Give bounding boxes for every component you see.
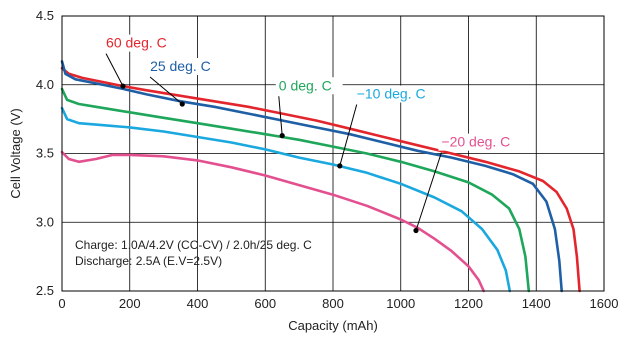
x-tick-label: 0 bbox=[58, 296, 65, 311]
y-tick-label: 3.5 bbox=[36, 146, 54, 161]
callout-label-bg bbox=[438, 133, 521, 151]
callout-leader-line bbox=[278, 96, 283, 136]
y-axis-title: Cell Voltage (V) bbox=[8, 108, 23, 198]
series-line-25-deg-c bbox=[60, 60, 564, 293]
callout-label-bg bbox=[353, 85, 436, 103]
x-axis-title: Capacity (mAh) bbox=[288, 318, 378, 333]
callout-dot bbox=[179, 101, 185, 107]
callout-label-bg bbox=[147, 58, 222, 75]
plot-frame bbox=[61, 15, 605, 292]
callout-label-bg bbox=[275, 77, 343, 95]
note-layer: Charge: 1.0A/4.2V (CC-CV) / 2.0h/25 deg.… bbox=[75, 238, 312, 268]
series-callout-label: 60 deg. C bbox=[106, 35, 167, 51]
axis-layer: 0 200 400 600 800 1000 1200 1400 1600 2.5 3.0 3.5 4.… bbox=[8, 8, 618, 333]
series-layer bbox=[60, 60, 581, 293]
x-tick-label: 1600 bbox=[590, 296, 619, 311]
callout-dot bbox=[337, 163, 343, 169]
callout-leader-line bbox=[415, 152, 442, 231]
callout-leader-line bbox=[105, 53, 124, 87]
condition-note: Charge: 1.0A/4.2V (CC-CV) / 2.0h/25 deg.… bbox=[75, 238, 312, 252]
y-tick-label: 4.5 bbox=[36, 8, 54, 23]
y-tick-label: 2.5 bbox=[36, 283, 54, 298]
x-tick-label: 800 bbox=[322, 296, 344, 311]
x-tick-label: 1400 bbox=[522, 296, 551, 311]
series-callout-label: −10 deg. C bbox=[357, 86, 426, 102]
callout-dot bbox=[413, 227, 419, 234]
callout-leader-line bbox=[149, 76, 183, 105]
callout-dot bbox=[279, 133, 285, 139]
callout-leader-line bbox=[339, 104, 358, 167]
x-tick-label: 200 bbox=[119, 296, 141, 311]
y-tick-label: 3.0 bbox=[36, 214, 54, 229]
condition-note: Discharge: 2.5A (E.V=2.5V) bbox=[75, 254, 222, 268]
x-tick-label: 1200 bbox=[454, 296, 483, 311]
x-tick-label: 600 bbox=[254, 296, 276, 311]
y-tick-label: 4.0 bbox=[36, 77, 54, 92]
series-line-20-deg-c bbox=[60, 150, 486, 293]
callout-dot bbox=[120, 83, 126, 89]
x-tick-label: 400 bbox=[187, 296, 209, 311]
series-callout-label: −20 deg. C bbox=[441, 134, 510, 150]
series-callout-label: 0 deg. C bbox=[279, 77, 332, 93]
callout-label-bg bbox=[103, 34, 178, 52]
series-callout-label: 25 deg. C bbox=[150, 58, 211, 74]
series-line-0-deg-c bbox=[60, 87, 531, 293]
series-line-10-deg-c bbox=[60, 106, 512, 293]
label-layer: 60 deg. C 25 deg. C 0 deg. C −10 deg. C −20 … bbox=[103, 34, 521, 234]
x-tick-label: 1000 bbox=[386, 296, 415, 311]
